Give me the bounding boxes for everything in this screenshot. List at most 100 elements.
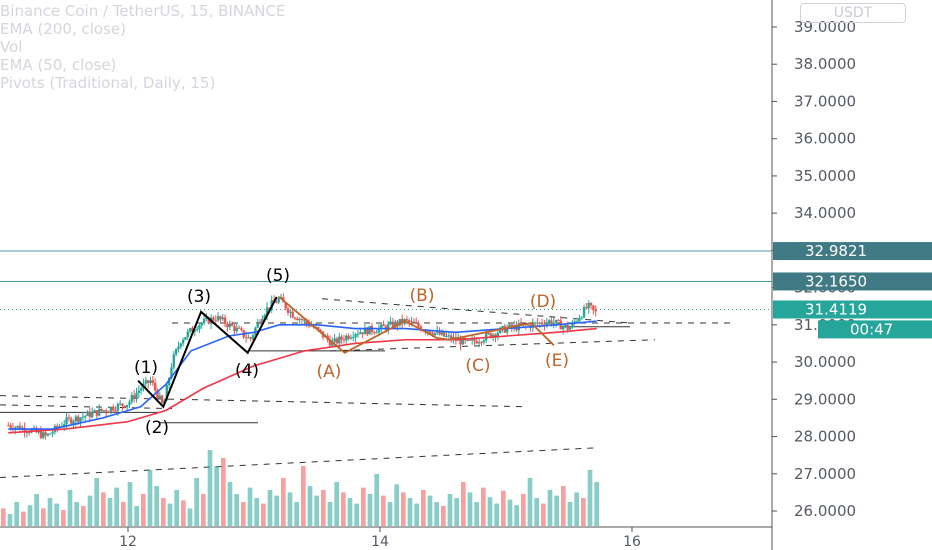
volume-bar xyxy=(174,490,179,526)
candle-body xyxy=(105,410,108,412)
candle-body xyxy=(188,328,192,332)
price-tick-label: 34.0000 xyxy=(794,204,856,222)
candle-body xyxy=(135,392,138,399)
candle-body xyxy=(328,339,332,346)
candle-body xyxy=(554,319,558,323)
volume-bar xyxy=(114,487,119,526)
candle-body xyxy=(354,334,357,338)
legend-symbol[interactable]: Binance Coin / TetherUS, 15, BINANCE xyxy=(0,2,286,20)
currency-unit-button[interactable]: USDT xyxy=(800,3,906,23)
volume-bar xyxy=(201,494,206,526)
time-axis[interactable]: 12 14 16 xyxy=(0,526,772,550)
candle-body xyxy=(468,339,472,341)
candle-body xyxy=(35,427,38,433)
impulse-label: (5) xyxy=(266,266,290,286)
candle-body xyxy=(219,316,222,320)
candle-body xyxy=(275,302,278,304)
volume-bar xyxy=(294,502,299,526)
candle-body xyxy=(540,322,544,325)
volume-bar xyxy=(161,498,166,526)
impulse-label: (1) xyxy=(134,358,158,378)
candle-body xyxy=(86,411,89,416)
candle-body xyxy=(258,321,262,323)
candle-body xyxy=(226,323,229,328)
volume-bar xyxy=(567,502,573,526)
volume-bar xyxy=(21,511,26,526)
volume-bar xyxy=(401,492,406,526)
volume-bar xyxy=(527,478,533,526)
volume-bar xyxy=(354,503,359,526)
volume-bar xyxy=(227,482,233,526)
candle-body xyxy=(552,322,555,325)
volume-bar xyxy=(181,500,186,526)
candle-body xyxy=(7,425,10,427)
candle-body xyxy=(289,311,292,313)
volume-bar xyxy=(441,506,446,526)
candle-body xyxy=(447,335,451,337)
volume-bar xyxy=(167,503,173,526)
candle-body xyxy=(214,320,217,322)
volume-bar xyxy=(501,490,506,526)
corrective-label: (E) xyxy=(545,351,569,371)
chart-legend: Binance Coin / TetherUS, 15, BINANCE EMA… xyxy=(0,2,285,92)
volume-bar xyxy=(387,502,393,526)
candle-body xyxy=(79,417,82,422)
price-badge-label: 31.4119 xyxy=(805,301,867,319)
candle-body xyxy=(547,320,551,323)
volume-bar xyxy=(7,514,13,526)
candle-body xyxy=(181,339,185,344)
candle-body xyxy=(333,338,336,342)
volume-bar xyxy=(274,495,279,526)
candle-body xyxy=(286,308,290,313)
legend-ema200[interactable]: EMA (200, close) xyxy=(0,20,126,38)
elliott-waves xyxy=(137,296,555,409)
corrective-label: (C) xyxy=(465,356,490,376)
candle-body xyxy=(459,338,462,345)
candle-body xyxy=(151,380,155,384)
candle-body xyxy=(132,395,136,399)
candle-body xyxy=(382,324,385,327)
candle-body xyxy=(167,377,171,386)
candle-body xyxy=(149,380,152,384)
candle-body xyxy=(342,339,346,341)
candle-body xyxy=(505,327,509,333)
legend-pivots[interactable]: Pivots (Traditional, Daily, 15) xyxy=(0,74,216,92)
volume-bar xyxy=(87,495,93,526)
volume-bar xyxy=(561,486,566,526)
candle-body xyxy=(244,337,248,339)
volume-bar xyxy=(281,478,286,526)
candle-body xyxy=(349,337,353,339)
candle-body xyxy=(331,341,334,346)
candle-body xyxy=(470,339,474,341)
candle-body xyxy=(440,332,444,335)
candle-body xyxy=(98,408,101,416)
candle-body xyxy=(526,324,530,326)
candle-body xyxy=(109,407,113,412)
volume-bar xyxy=(61,510,66,526)
volume-bar xyxy=(394,484,399,526)
candle-body xyxy=(46,433,50,436)
candle-body xyxy=(587,302,590,309)
candle-body xyxy=(153,383,157,391)
candle-body xyxy=(475,341,479,344)
candle-body xyxy=(146,380,150,384)
volume-bar xyxy=(554,495,559,526)
legend-ema50[interactable]: EMA (50, close) xyxy=(0,56,117,74)
legend-vol[interactable]: Vol xyxy=(0,38,23,56)
candle-body xyxy=(356,333,360,335)
candle-body xyxy=(375,332,378,334)
volume-bar xyxy=(447,494,453,526)
volume-bar xyxy=(467,492,473,526)
candle-body xyxy=(72,421,75,424)
price-tick-label: 27.0000 xyxy=(794,465,856,483)
price-tick-label: 30.0000 xyxy=(794,353,856,371)
volume-bar xyxy=(141,494,146,526)
volume-bar xyxy=(461,482,466,526)
candle-body xyxy=(496,332,500,337)
candle-body xyxy=(431,333,434,336)
candle-body xyxy=(191,328,194,332)
candle-body xyxy=(347,335,350,339)
volume-bar xyxy=(507,499,513,526)
